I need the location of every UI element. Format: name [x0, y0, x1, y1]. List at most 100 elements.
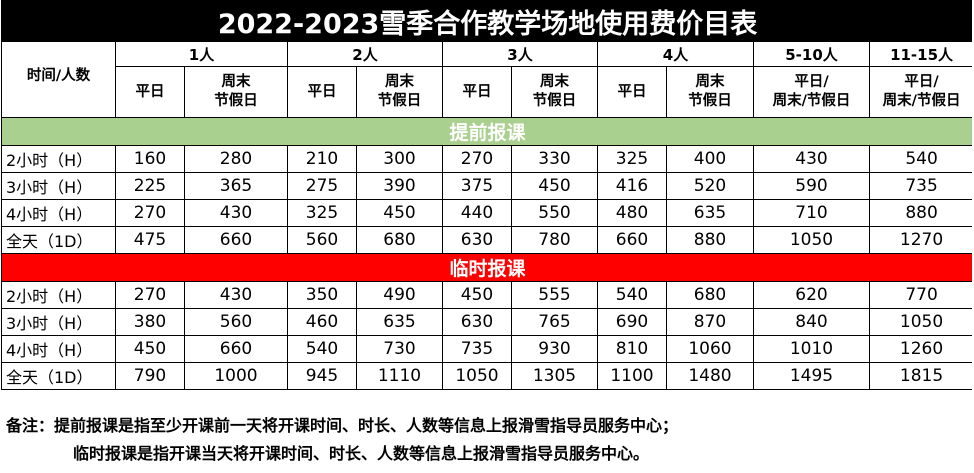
price-cell: 540 — [597, 281, 667, 309]
row-label: 全天（1D） — [1, 226, 116, 254]
price-cell: 555 — [511, 281, 598, 309]
row-label: 3小时（H） — [1, 172, 116, 200]
price-cell: 1050 — [442, 362, 512, 390]
price-cell: 660 — [597, 226, 667, 254]
sub-header-weekend: 周末 节假日 — [356, 66, 443, 118]
table-row: 3小时（H） 225 365 275 390 375 450 416 520 590 735 — [1, 172, 974, 200]
price-cell: 1060 — [666, 335, 754, 363]
table-row: 2小时（H） 160 280 210 300 270 330 325 400 430 540 — [1, 145, 974, 173]
table-row: 全天（1D） 790 1000 945 1110 1050 1305 1100 1480 1495… — [1, 362, 974, 390]
price-cell: 365 — [184, 172, 288, 200]
price-cell: 680 — [356, 226, 443, 254]
price-cell: 660 — [184, 226, 288, 254]
price-cell: 450 — [115, 335, 185, 363]
price-cell: 430 — [184, 199, 288, 227]
price-cell: 400 — [666, 145, 754, 173]
price-cell: 1270 — [868, 226, 974, 254]
price-cell: 1260 — [868, 335, 974, 363]
sub-header-weekend: 周末 节假日 — [511, 66, 598, 118]
sub-header-combined-line1: 平日/ — [904, 74, 939, 90]
price-cell: 270 — [115, 199, 185, 227]
price-cell: 870 — [666, 308, 754, 336]
edge — [972, 0, 974, 473]
price-cell: 765 — [511, 308, 598, 336]
price-cell: 810 — [597, 335, 667, 363]
price-cell: 730 — [356, 335, 443, 363]
price-cell: 225 — [115, 172, 185, 200]
group-header: 5-10人 — [753, 41, 870, 67]
sub-header-weekday: 平日 — [287, 66, 357, 118]
price-cell: 475 — [115, 226, 185, 254]
price-cell: 270 — [115, 281, 185, 309]
group-header: 2人 — [287, 41, 443, 67]
price-cell: 540 — [287, 335, 357, 363]
price-cell: 1110 — [356, 362, 443, 390]
price-cell: 735 — [442, 335, 512, 363]
price-cell: 770 — [868, 281, 974, 309]
price-cell: 790 — [115, 362, 185, 390]
price-cell: 1305 — [511, 362, 598, 390]
price-cell: 1100 — [597, 362, 667, 390]
price-cell: 1480 — [666, 362, 754, 390]
note-line-2: 临时报课是指开课当天将开课时间、时长、人数等信息上报滑雪指导员服务中心。 — [73, 444, 650, 463]
footnote: 备注：提前报课是指至少开课前一天将开课时间、时长、人数等信息上报滑雪指导员服务中… — [6, 412, 678, 468]
price-cell: 590 — [753, 172, 870, 200]
table-row: 2小时（H） 270 430 350 490 450 555 540 680 620 770 — [1, 281, 974, 309]
price-cell: 275 — [287, 172, 357, 200]
sub-header-combined: 平日/周末/节假日 — [753, 66, 870, 118]
sub-header-combined: 平日/周末/节假日 — [868, 66, 974, 118]
sub-header-weekend-line2: 节假日 — [532, 93, 577, 109]
price-cell: 390 — [356, 172, 443, 200]
row-label: 2小时（H） — [1, 145, 116, 173]
price-cell: 160 — [115, 145, 185, 173]
price-cell: 375 — [442, 172, 512, 200]
sub-header-weekend-line2: 节假日 — [214, 93, 258, 109]
note-prefix: 备注： — [6, 416, 55, 435]
price-cell: 330 — [511, 145, 598, 173]
price-cell: 325 — [287, 199, 357, 227]
price-cell: 430 — [753, 145, 870, 173]
table-row: 全天（1D） 475 660 560 680 630 780 660 880 1050 1270 — [1, 226, 974, 254]
sub-header-weekend-line1: 周末 — [385, 74, 414, 90]
group-header: 1人 — [115, 41, 288, 67]
price-cell: 680 — [666, 281, 754, 309]
section-row: 提前报课 — [0, 117, 974, 146]
price-cell: 450 — [442, 281, 512, 309]
price-cell: 660 — [184, 335, 288, 363]
group-header: 4人 — [597, 41, 754, 67]
note-line-1: 提前报课是指至少开课前一天将开课时间、时长、人数等信息上报滑雪指导员服务中心； — [54, 416, 679, 435]
sub-header-weekday: 平日 — [442, 66, 512, 118]
table-row: 4小时（H） 270 430 325 450 440 550 480 635 710 880 — [1, 199, 974, 227]
sub-header-weekday: 平日 — [115, 66, 185, 118]
sub-header-weekend-line1: 周末 — [221, 74, 251, 90]
price-cell: 840 — [753, 308, 870, 336]
corner-header: 时间/人数 — [1, 41, 116, 118]
price-cell: 460 — [287, 308, 357, 336]
price-cell: 635 — [666, 199, 754, 227]
sub-header-weekend: 周末 节假日 — [666, 66, 754, 118]
price-table: 2022-2023雪季合作教学场地使用费价目表 时间/人数 1人 2人 3人 4人 5-… — [0, 0, 974, 390]
row-label: 2小时（H） — [1, 281, 116, 309]
row-label: 4小时（H） — [1, 199, 116, 227]
price-cell: 930 — [511, 335, 598, 363]
sub-header-weekend-line2: 节假日 — [688, 93, 732, 109]
price-cell: 210 — [287, 145, 357, 173]
price-cell: 350 — [287, 281, 357, 309]
price-cell: 620 — [753, 281, 870, 309]
table-row: 4小时（H） 450 660 540 730 735 930 810 1060 1010 1260 — [1, 335, 974, 363]
section-row: 临时报课 — [0, 253, 974, 282]
row-label: 4小时（H） — [1, 335, 116, 363]
price-cell: 710 — [753, 199, 870, 227]
group-header: 3人 — [442, 41, 598, 67]
price-cell: 325 — [597, 145, 667, 173]
table-row: 3小时（H） 380 560 460 635 630 765 690 870 840 1050 — [1, 308, 974, 336]
price-cell: 430 — [184, 281, 288, 309]
sub-header-weekend-line2: 节假日 — [377, 93, 422, 109]
price-cell: 880 — [868, 199, 974, 227]
price-cell: 450 — [356, 199, 443, 227]
price-cell: 440 — [442, 199, 512, 227]
price-cell: 1050 — [868, 308, 974, 336]
price-cell: 690 — [597, 308, 667, 336]
price-cell: 270 — [442, 145, 512, 173]
